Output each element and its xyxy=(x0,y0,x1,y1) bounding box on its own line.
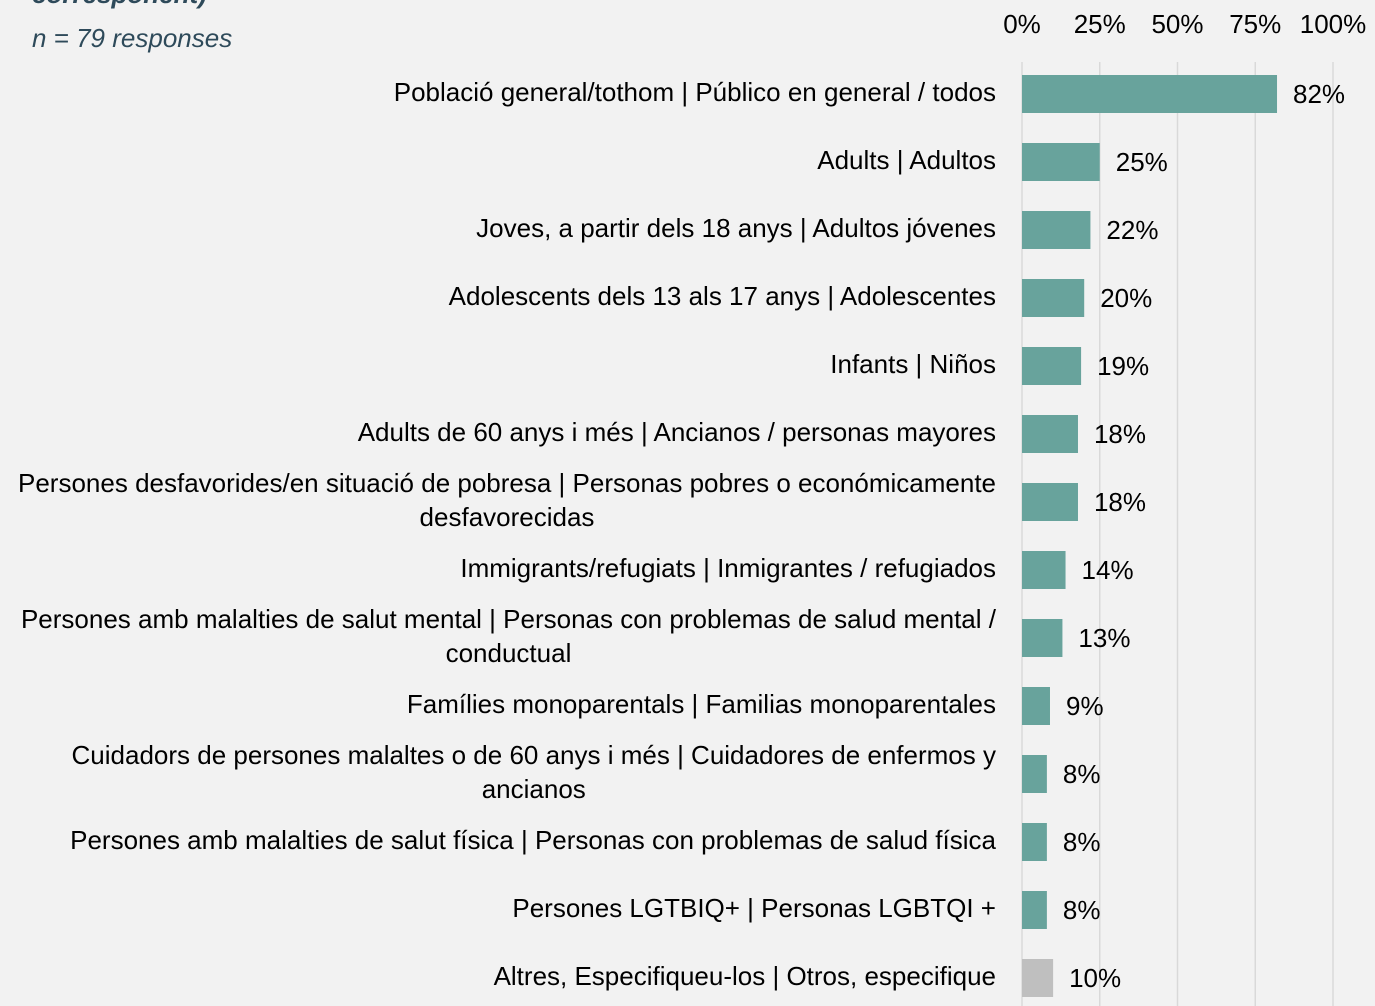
y-tick-label: Adolescents dels 13 als 17 anys | Adoles… xyxy=(449,281,996,311)
bar xyxy=(1022,687,1050,725)
label-line: Persones amb malalties de salut mental |… xyxy=(21,604,997,634)
y-tick-label: Persones desfavorides/en situació de pob… xyxy=(18,468,996,532)
y-tick-label: Persones amb malalties de salut mental |… xyxy=(21,604,997,668)
data-label: 25% xyxy=(1116,147,1168,177)
bar xyxy=(1022,483,1078,521)
data-label: 19% xyxy=(1097,351,1149,381)
y-tick-label: Altres, Especifiqueu-los | Otros, especi… xyxy=(494,961,996,991)
label-line: ancianos xyxy=(482,774,586,804)
chart-title: corresponent) xyxy=(32,0,207,9)
y-tick-label: Cuidadors de persones malaltes o de 60 a… xyxy=(72,740,996,804)
y-tick-label: Infants | Niños xyxy=(830,349,996,379)
data-label: 13% xyxy=(1078,623,1130,653)
bar xyxy=(1022,75,1278,113)
data-label: 8% xyxy=(1063,895,1101,925)
y-tick-label: Immigrants/refugiats | Inmigrantes / ref… xyxy=(460,553,996,583)
data-label: 8% xyxy=(1063,827,1101,857)
bar xyxy=(1022,279,1085,317)
bar xyxy=(1022,347,1082,385)
data-label: 22% xyxy=(1106,215,1158,245)
bar xyxy=(1022,823,1047,861)
chart-subtitle: n = 79 responses xyxy=(32,23,232,53)
bar xyxy=(1022,415,1078,453)
bar xyxy=(1022,755,1047,793)
y-tick-label: Persones amb malalties de salut física |… xyxy=(70,825,996,855)
data-label: 18% xyxy=(1094,419,1146,449)
label-line: Cuidadors de persones malaltes o de 60 a… xyxy=(72,740,996,770)
bar xyxy=(1022,211,1091,249)
bar xyxy=(1022,891,1047,929)
y-tick-label: Adults de 60 anys i més | Ancianos / per… xyxy=(358,417,996,447)
bar xyxy=(1022,551,1066,589)
label-line: conductual xyxy=(446,638,572,668)
data-label: 20% xyxy=(1100,283,1152,313)
bar xyxy=(1022,143,1100,181)
y-tick-label: Joves, a partir dels 18 anys | Adultos j… xyxy=(476,213,996,243)
y-tick-label: Població general/tothom | Público en gen… xyxy=(394,77,996,107)
data-label: 8% xyxy=(1063,759,1101,789)
bar xyxy=(1022,619,1063,657)
data-label: 18% xyxy=(1094,487,1146,517)
x-tick-label: 100% xyxy=(1300,9,1367,39)
bar xyxy=(1022,959,1054,997)
x-tick-label: 25% xyxy=(1074,9,1126,39)
x-tick-label: 50% xyxy=(1151,9,1203,39)
label-line: desfavorecidas xyxy=(420,502,595,532)
x-tick-label: 75% xyxy=(1229,9,1281,39)
y-tick-label: Persones LGTBIQ+ | Personas LGBTQI + xyxy=(512,893,996,923)
data-label: 10% xyxy=(1069,963,1121,993)
label-line: Persones desfavorides/en situació de pob… xyxy=(18,468,996,498)
data-label: 14% xyxy=(1082,555,1134,585)
data-label: 82% xyxy=(1293,79,1345,109)
y-tick-label: Famílies monoparentals | Familias monopa… xyxy=(407,689,996,719)
y-tick-label: Adults | Adultos xyxy=(817,145,996,175)
data-label: 9% xyxy=(1066,691,1104,721)
x-tick-label: 0% xyxy=(1003,9,1041,39)
